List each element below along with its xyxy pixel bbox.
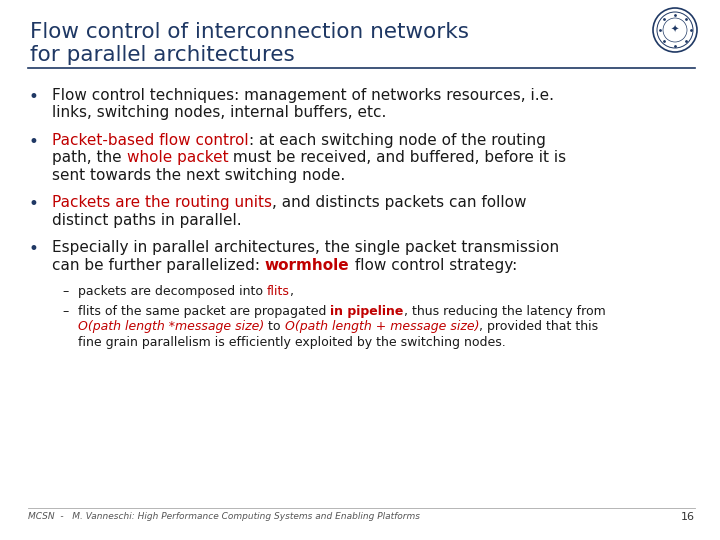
Text: path, the: path, the <box>52 151 127 165</box>
Text: Packet-based flow control: Packet-based flow control <box>52 133 248 148</box>
Text: –: – <box>62 305 68 318</box>
Text: Flow control of interconnection networks: Flow control of interconnection networks <box>30 22 469 42</box>
Text: must be received, and buffered, before it is: must be received, and buffered, before i… <box>228 151 566 165</box>
Text: •: • <box>28 240 38 259</box>
Text: ✦: ✦ <box>671 25 679 35</box>
Text: fine grain parallelism is efficiently exploited by the switching nodes.: fine grain parallelism is efficiently ex… <box>78 336 505 349</box>
Text: ,: , <box>290 286 294 299</box>
Text: wormhole: wormhole <box>265 258 349 273</box>
Text: 16: 16 <box>681 512 695 522</box>
Text: •: • <box>28 195 38 213</box>
Text: distinct paths in parallel.: distinct paths in parallel. <box>52 213 242 228</box>
Text: , and distincts packets can follow: , and distincts packets can follow <box>272 195 526 211</box>
Text: flits of the same packet are propagated: flits of the same packet are propagated <box>78 305 330 318</box>
Text: whole packet: whole packet <box>127 151 228 165</box>
Text: can be further parallelized:: can be further parallelized: <box>52 258 265 273</box>
Text: for parallel architectures: for parallel architectures <box>30 45 294 65</box>
Text: flow control strategy:: flow control strategy: <box>349 258 517 273</box>
Text: •: • <box>28 88 38 106</box>
Text: packets are decomposed into: packets are decomposed into <box>78 286 267 299</box>
Text: •: • <box>28 133 38 151</box>
Text: –: – <box>62 286 68 299</box>
Text: in pipeline: in pipeline <box>330 305 404 318</box>
Text: MCSN  -   M. Vanneschi: High Performance Computing Systems and Enabling Platform: MCSN - M. Vanneschi: High Performance Co… <box>28 512 420 521</box>
Text: links, switching nodes, internal buffers, etc.: links, switching nodes, internal buffers… <box>52 105 387 120</box>
Text: O(path length + message size): O(path length + message size) <box>284 321 480 334</box>
Text: , provided that this: , provided that this <box>480 321 598 334</box>
Text: sent towards the next switching node.: sent towards the next switching node. <box>52 168 346 183</box>
Text: flits: flits <box>267 286 290 299</box>
Text: , thus reducing the latency from: , thus reducing the latency from <box>404 305 606 318</box>
Text: Especially in parallel architectures, the single packet transmission: Especially in parallel architectures, th… <box>52 240 559 255</box>
Text: to: to <box>264 321 284 334</box>
Text: O(path length *message size): O(path length *message size) <box>78 321 264 334</box>
Text: Packets are the routing units: Packets are the routing units <box>52 195 272 211</box>
Text: Flow control techniques: management of networks resources, i.e.: Flow control techniques: management of n… <box>52 88 554 103</box>
Text: : at each switching node of the routing: : at each switching node of the routing <box>248 133 546 148</box>
